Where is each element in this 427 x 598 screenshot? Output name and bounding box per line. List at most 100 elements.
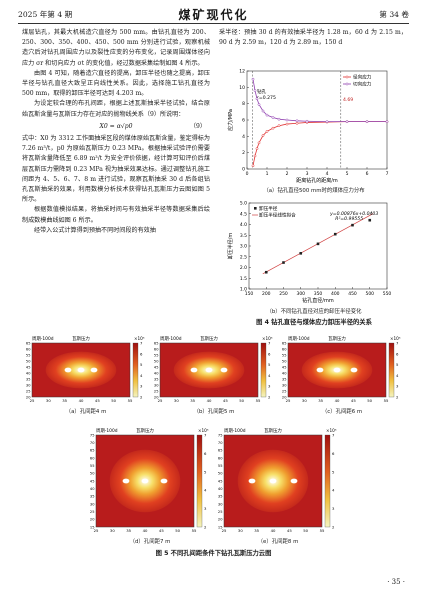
y-tick-label: 30: [218, 502, 223, 506]
data-point: [255, 97, 259, 101]
colorbar-tick-label: 2: [396, 395, 399, 400]
colorbar: [132, 342, 139, 398]
legend-marker: [345, 82, 349, 86]
y-tick-label: 0: [242, 167, 245, 173]
x-tick-label: 35: [190, 398, 195, 403]
figure-4-title: 图 4 钻孔直径与煤体应力卸压半径的关系: [256, 319, 372, 326]
y-tick-label: 30: [154, 383, 159, 387]
borehole-marker: [333, 367, 341, 373]
legend-marker: [254, 207, 257, 210]
x-tick-label: 50: [239, 398, 244, 403]
colorbar-tick-label: 6: [268, 351, 271, 356]
y-tick-label: 55: [154, 353, 159, 357]
colorbar-tick-label: 3: [396, 384, 399, 389]
data-point: [285, 122, 289, 126]
panel-title: 瓦斯压力: [264, 427, 282, 434]
borehole-marker: [141, 478, 149, 484]
y-tick-label: 1.0: [240, 287, 247, 293]
colorbar-tick-label: 4: [396, 373, 399, 378]
colorbar-tick-label: 2: [204, 525, 207, 530]
x-tick-label: 45: [351, 398, 356, 403]
y-tick-label: 35: [90, 495, 95, 499]
paragraph: 为设定较合理的布孔间距，根据上述瓦斯抽采半径试验，结合原始瓦斯含量与瓦斯压力存在…: [22, 100, 210, 118]
data-point: [295, 119, 299, 123]
legend-entry: 径向应力: [353, 74, 372, 81]
y-tick-label: 45: [26, 365, 31, 369]
y-axis-label: 卸压半径/m: [227, 233, 234, 260]
x-tick-label: 40: [335, 398, 340, 403]
figure-5-title: 图 5 不同孔间距条件下钻孔瓦斯压力云图: [155, 550, 272, 557]
data-point: [271, 126, 275, 130]
legend-entry: 卸压半径: [259, 205, 278, 212]
data-point: [295, 121, 299, 125]
colorbar-tick-label: 7: [140, 341, 143, 346]
y-tick-label: 5.0: [240, 201, 247, 207]
x-tick-label: 40: [207, 398, 212, 403]
x-tick-label: 150: [245, 291, 254, 297]
data-point: [257, 141, 261, 145]
x-tick-label: 55: [128, 398, 133, 403]
paragraph: 由图 4 可知，随着造穴直径的提高，卸压半径也随之提高，卸压半径与钻孔直径大致呈…: [22, 69, 210, 98]
colorbar-tick-label: 7: [332, 433, 335, 438]
scale-label: ×10⁵: [326, 428, 337, 433]
y-tick-label: 45: [154, 365, 159, 369]
paragraph: 根据数值模拟结果，将抽采时间与有效抽采半径等数据采集后绘制成数模曲线如图 6 所…: [22, 206, 210, 224]
x-tick-label: 25: [222, 528, 227, 533]
data-point: [351, 223, 354, 227]
borehole-marker: [160, 478, 168, 484]
colorbar: [324, 434, 331, 528]
x-tick-label: 45: [287, 528, 292, 533]
data-point: [257, 103, 261, 106]
y-tick-label: 4.0: [240, 222, 247, 228]
x-tick-label: 300: [296, 291, 305, 297]
x-tick-label: 25: [94, 528, 99, 533]
x-tick-label: 40: [143, 528, 148, 533]
data-point: [385, 120, 389, 123]
panel-period-label: 周期-100d: [32, 336, 54, 342]
colorbar-tick-label: 4: [204, 488, 207, 493]
figure-4b: 150 200 250 300 350 400 450 500 550 1.0 1.5 2.0 2.5 3…: [225, 197, 395, 307]
colorbar-tick-label: 6: [396, 351, 399, 356]
scale-label: ×10⁵: [390, 336, 401, 341]
y-tick-label: 40: [218, 487, 223, 491]
legend-marker: [345, 75, 349, 79]
y-tick-label: 6: [242, 118, 245, 124]
data-point: [261, 109, 265, 113]
y-tick-label: 55: [26, 353, 31, 357]
x-tick-label: 50: [303, 528, 308, 533]
borehole-marker: [290, 478, 298, 484]
x-tick-label: 30: [110, 528, 115, 533]
colorbar-tick-label: 2: [140, 395, 143, 400]
y-tick-label: 40: [154, 371, 159, 375]
x-tick-label: 25: [158, 398, 163, 403]
colorbar-tick-label: 3: [140, 384, 143, 389]
y-tick-label: 20: [26, 395, 31, 399]
y-tick-label: 35: [218, 495, 223, 499]
data-point: [251, 77, 255, 81]
x-axis-label: 钻孔直径/mm: [302, 297, 334, 304]
colorbar-tick-label: 6: [204, 451, 207, 456]
data-point: [305, 119, 309, 123]
y-tick-label: 75: [218, 433, 223, 437]
data-point: [255, 147, 259, 150]
colorbar-tick-label: 4: [268, 373, 271, 378]
y-tick-label: 50: [26, 359, 31, 363]
y-tick-label: 65: [154, 341, 159, 345]
y-tick-label: 15: [218, 525, 223, 529]
colorbar-tick-label: 2: [332, 525, 335, 530]
y-tick-label: 25: [154, 389, 159, 393]
x-tick-label: 35: [318, 398, 323, 403]
paragraph: 煤层钻孔，其最大机械造穴直径为 500 mm。由钻孔直径为 200、250、30…: [22, 29, 210, 67]
y-tick-label: 30: [26, 383, 31, 387]
page-number: · 35 ·: [387, 578, 405, 586]
x-tick-label: 7: [386, 171, 389, 177]
colorbar-tick-label: 5: [396, 362, 399, 367]
panel-caption: （c）孔间距6 m: [321, 409, 363, 415]
x-tick-label: 6: [366, 171, 369, 177]
panel-period-label: 周期-100d: [96, 428, 118, 434]
colorbar-tick-label: 5: [332, 469, 335, 474]
